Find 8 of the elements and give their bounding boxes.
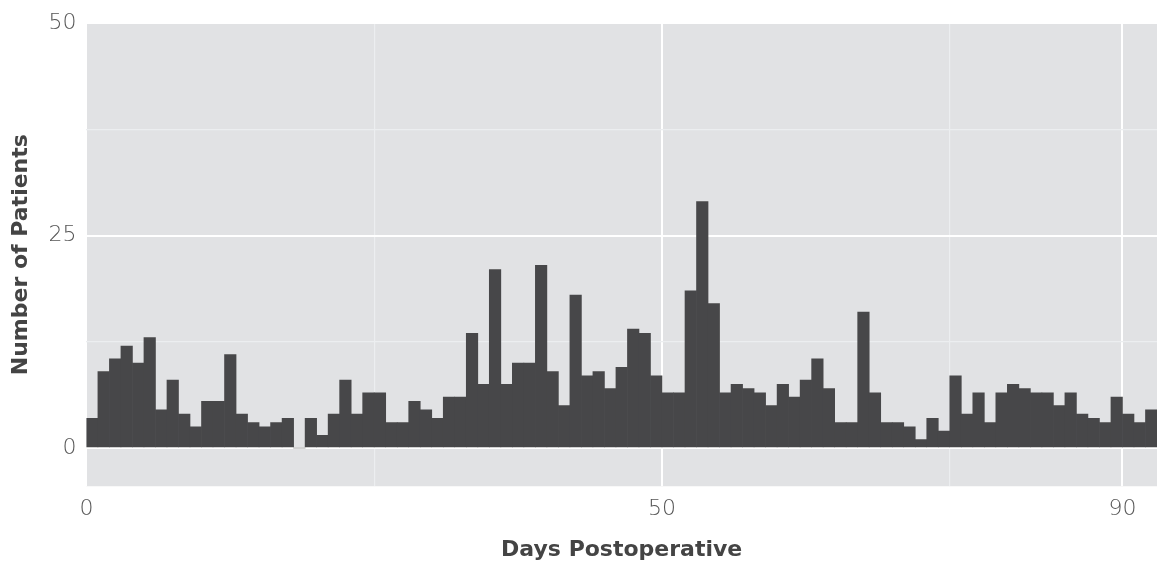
x-tick-label: 0: [79, 495, 94, 521]
y-tick-label: 0: [62, 433, 77, 459]
x-axis-title: Days Postoperative: [501, 535, 743, 561]
x-tick-label: 50: [647, 495, 676, 521]
y-tick-label: 25: [48, 221, 77, 247]
y-axis-title: Number of Patients: [6, 134, 32, 376]
x-tick-label: 90: [1108, 495, 1137, 521]
y-tick-label: 50: [48, 8, 77, 34]
